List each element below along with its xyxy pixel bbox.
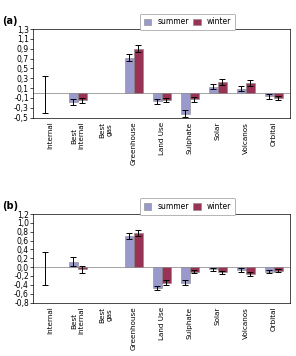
Bar (274, 93, 283, 98)
Bar (134, 49, 143, 93)
Bar (162, 267, 171, 283)
Bar (181, 93, 190, 114)
Bar (190, 267, 199, 272)
Bar (78, 267, 87, 269)
Bar (237, 267, 246, 270)
Bar (69, 93, 78, 102)
Bar (209, 87, 218, 93)
Bar (125, 236, 134, 267)
Legend: summer, winter: summer, winter (140, 14, 235, 30)
Bar (274, 267, 283, 271)
Bar (181, 267, 190, 283)
Bar (69, 262, 78, 267)
Bar (153, 93, 162, 101)
Text: (a): (a) (2, 16, 18, 26)
Legend: summer, winter: summer, winter (140, 198, 235, 215)
Text: (b): (b) (2, 201, 18, 211)
Bar (153, 267, 162, 288)
Bar (265, 93, 274, 96)
Bar (218, 267, 227, 272)
Bar (78, 93, 87, 100)
Bar (134, 233, 143, 267)
Bar (265, 267, 274, 272)
Bar (190, 93, 199, 99)
Bar (162, 93, 171, 100)
Bar (246, 267, 255, 274)
Bar (125, 58, 134, 93)
Bar (246, 83, 255, 93)
Bar (209, 267, 218, 269)
Bar (218, 82, 227, 93)
Bar (237, 89, 246, 93)
